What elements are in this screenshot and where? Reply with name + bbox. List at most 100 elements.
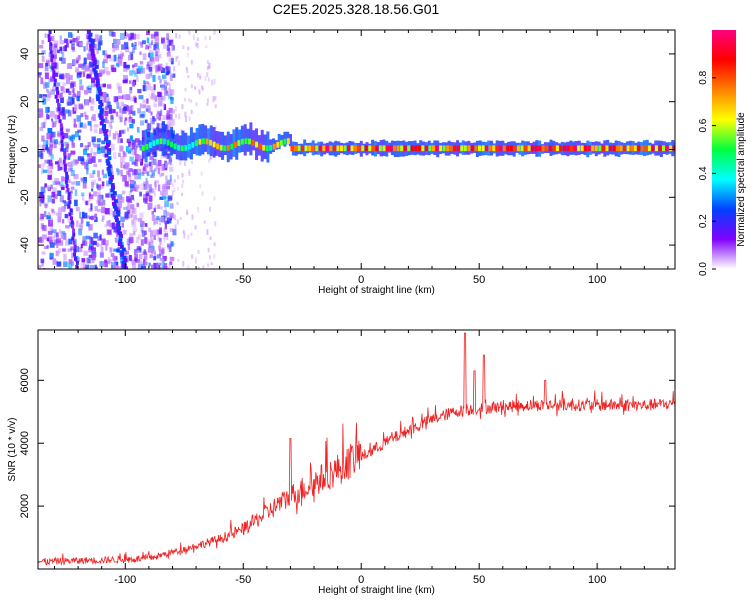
spectrogram-signal-cell: [290, 145, 294, 152]
spectrogram-noise-cell: [166, 44, 170, 51]
spectrogram-noise-cell: [210, 261, 213, 266]
spectrogram-noise-cell: [98, 177, 102, 182]
spectrogram-noise-cell: [157, 168, 160, 172]
spectrogram-signal-cell: [400, 145, 404, 152]
spectrogram-noise-cell: [130, 185, 133, 193]
spectrogram-noise-cell: [64, 44, 67, 52]
spectrogram-noise-cell: [133, 72, 138, 77]
spectrogram-noise-cell: [55, 119, 59, 123]
spectrogram-trace-cell: [60, 143, 64, 148]
spectrogram-noise-cell: [190, 160, 193, 165]
spectrogram-noise-cell: [117, 169, 122, 175]
spectrogram-noise-cell: [101, 218, 104, 222]
spectrogram-noise-cell: [50, 225, 54, 232]
spectrogram-noise-cell: [167, 35, 170, 39]
spectrogram-noise-cell: [136, 154, 142, 162]
spectrogram-noise-cell: [76, 95, 80, 101]
spectrogram-noise-cell: [145, 190, 151, 196]
spectrogram-noise-cell: [166, 179, 172, 185]
spectrogram-noise-cell: [86, 155, 90, 161]
spectrogram-noise-cell: [118, 115, 122, 120]
spectrogram-noise-cell: [67, 167, 71, 172]
spectrogram-noise-cell: [65, 225, 70, 229]
spectrogram-noise-cell: [76, 72, 82, 78]
spectrogram-trace-cell: [49, 42, 53, 47]
spectrogram-trace-cell: [96, 86, 101, 91]
spectrogram-noise-cell: [59, 40, 65, 45]
spectrogram-noise-cell: [84, 99, 89, 106]
spectrogram-noise-cell: [144, 230, 148, 236]
spectrogram-noise-cell: [92, 43, 96, 49]
spectrogram-noise-cell: [144, 237, 148, 244]
spectrogram-noise-cell: [75, 180, 81, 186]
spectrogram-noise-cell: [120, 162, 123, 169]
spectrogram-trace-cell: [110, 188, 115, 193]
spectrogram-noise-cell: [89, 124, 93, 132]
spectrogram-signal-cell: [223, 145, 227, 152]
spectrogram-noise-cell: [102, 61, 105, 69]
spectrogram-noise-cell: [95, 60, 100, 67]
spectrogram-signal-cell: [424, 145, 428, 152]
spectrogram-noise-cell: [52, 187, 57, 195]
spectrogram-noise-cell: [213, 242, 216, 247]
spectrogram-trace-cell: [106, 142, 111, 147]
spectrogram-noise-cell: [105, 116, 108, 124]
spectrogram-noise-cell: [72, 59, 76, 66]
y-tick-label: 20: [19, 96, 31, 108]
spectrogram-noise-cell: [159, 240, 162, 245]
spectrogram-noise-cell: [68, 32, 73, 38]
spectrogram-noise-cell: [150, 163, 153, 168]
spectrogram-noise-cell: [39, 201, 42, 207]
spectrogram-trace-cell: [109, 175, 114, 180]
spectrogram-noise-cell: [106, 84, 112, 89]
spectrogram-noise-cell: [197, 266, 200, 269]
spectrogram-trace-cell: [69, 208, 73, 213]
spectrogram-noise-cell: [164, 160, 167, 166]
spectrogram-noise-cell: [44, 183, 47, 188]
spectrogram-noise-cell: [168, 57, 171, 62]
spectrogram-noise-cell: [164, 207, 167, 213]
spectrogram-noise-cell: [150, 240, 154, 247]
spectrogram-noise-cell: [153, 252, 157, 260]
spectrogram-noise-cell: [67, 161, 72, 167]
spectrogram-signal-cell: [566, 145, 570, 152]
spectrogram-trace-cell: [116, 212, 121, 217]
spectrogram-noise-cell: [70, 83, 74, 89]
spectrogram-noise-cell: [170, 111, 173, 116]
spectrogram-noise-cell: [177, 258, 180, 262]
spectrogram-trace-cell: [94, 75, 99, 80]
spectrogram-noise-cell: [151, 57, 154, 61]
spectrogram-noise-cell: [169, 72, 172, 77]
spectrogram-noise-cell: [129, 156, 134, 162]
spectrogram-noise-cell: [89, 216, 92, 220]
spectrogram-noise-cell: [148, 107, 151, 114]
spectrogram-noise-cell: [171, 190, 174, 196]
spectrogram-noise-cell: [105, 105, 108, 110]
spectrogram-noise-cell: [67, 215, 73, 223]
spectrogram-noise-cell: [163, 233, 166, 240]
spectrogram-noise-cell: [59, 166, 63, 171]
spectrogram-noise-cell: [133, 146, 138, 150]
spectrogram-noise-cell: [206, 72, 209, 77]
spectrogram-trace-cell: [73, 252, 77, 257]
spectrogram-noise-cell: [153, 235, 156, 240]
spectrogram-noise-cell: [104, 53, 108, 59]
spectrogram-signal-cell: [378, 145, 382, 152]
spectrogram-noise-cell: [117, 39, 121, 45]
spectrogram-noise-cell: [47, 174, 52, 180]
spectrogram-trace-cell: [116, 228, 121, 233]
spectrogram-noise-cell: [61, 186, 65, 191]
spectrogram-noise-cell: [89, 96, 92, 103]
spectrogram-noise-cell: [121, 108, 127, 114]
spectrogram-noise-cell: [144, 261, 148, 266]
spectrogram-noise-cell: [38, 72, 42, 76]
spectrogram-noise-cell: [45, 62, 49, 67]
spectrogram-noise-cell: [134, 183, 137, 188]
spectrogram-noise-cell: [119, 130, 122, 137]
spectrogram-noise-cell: [115, 101, 119, 105]
spectrogram-noise-cell: [112, 109, 116, 114]
spectrogram-noise-cell: [135, 33, 140, 40]
spectrogram-noise-cell: [126, 170, 130, 175]
y-tick-label: 4000: [19, 431, 31, 455]
